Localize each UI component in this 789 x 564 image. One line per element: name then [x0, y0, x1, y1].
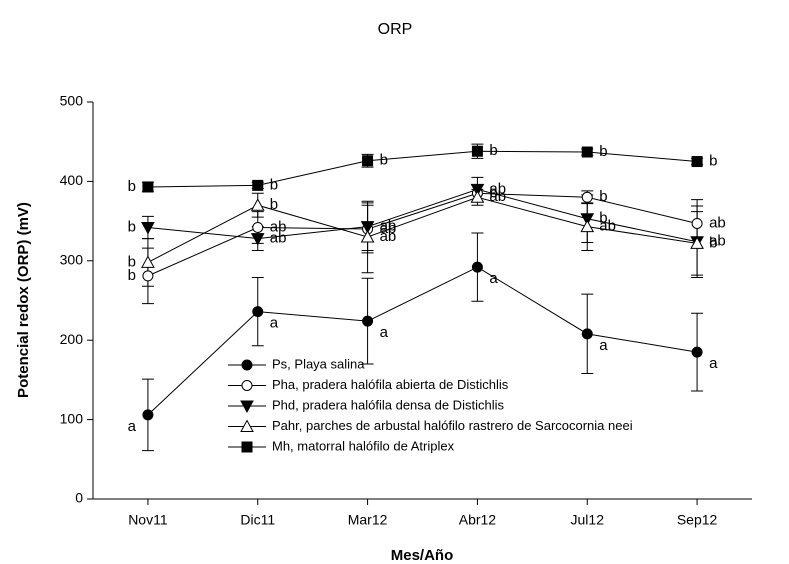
significance-letter: b [599, 188, 607, 205]
data-point [252, 221, 264, 233]
significance-letter: ab [270, 218, 287, 235]
chart-title: ORP [378, 21, 413, 38]
significance-letter: b [709, 234, 717, 251]
data-point [470, 190, 485, 203]
legend-label: Ps, Playa salina [272, 356, 365, 371]
y-tick-label: 300 [60, 252, 84, 268]
x-tick-label: Abr12 [459, 512, 497, 528]
significance-letter: b [128, 267, 136, 284]
x-tick-label: Mar12 [348, 512, 388, 528]
significance-letter: b [489, 184, 497, 201]
series-line [147, 266, 698, 416]
data-point [581, 328, 593, 340]
legend-marker [240, 400, 254, 414]
legend-marker [240, 419, 254, 432]
significance-letter: a [380, 324, 389, 341]
x-tick-label: Dic11 [240, 512, 275, 528]
data-point [690, 236, 704, 249]
legend-marker [241, 441, 253, 453]
data-point [362, 155, 374, 167]
data-point [691, 156, 703, 168]
significance-letter: b [128, 218, 136, 235]
y-tick-label: 0 [75, 490, 83, 506]
significance-letter: b [599, 143, 607, 160]
data-point [141, 221, 155, 235]
significance-letter: a [128, 418, 137, 435]
data-point [691, 217, 703, 229]
data-point [691, 346, 703, 358]
data-point [581, 146, 593, 158]
significance-letter: b [128, 178, 136, 195]
significance-letter: ab [489, 188, 506, 205]
y-tick-label: 400 [60, 172, 84, 188]
data-point [360, 229, 375, 243]
x-axis-label: Mes/Año [391, 547, 454, 564]
data-point [471, 145, 483, 157]
legend-label: Phd, pradera halófila densa de Distichli… [272, 397, 504, 412]
significance-letter: a [489, 270, 498, 287]
y-tick-label: 100 [60, 410, 84, 426]
series-line [147, 196, 698, 263]
significance-letter: a [709, 355, 718, 372]
significance-letter: b [599, 210, 607, 227]
legend-label: Pha, pradera halófila abierta de Distich… [272, 377, 509, 392]
x-tick-label: Sep12 [677, 512, 718, 528]
legend-label: Pahr, parches de arbustal halófilo rastr… [272, 418, 633, 433]
significance-letter: b [128, 253, 136, 270]
y-tick-label: 200 [60, 331, 84, 347]
data-point [250, 233, 265, 246]
data-point [250, 198, 265, 211]
data-point [142, 409, 154, 421]
data-point [470, 183, 485, 197]
significance-letter: b [270, 196, 278, 213]
significance-letter: b [709, 153, 717, 170]
significance-letter: ab [270, 230, 287, 247]
legend-marker [241, 359, 253, 371]
data-point [141, 255, 155, 268]
series-line [147, 192, 698, 277]
significance-letter: b [270, 176, 278, 193]
data-point [252, 306, 264, 318]
data-point [362, 315, 374, 327]
significance-letter: b [380, 152, 388, 169]
x-tick-label: Jul12 [571, 512, 605, 528]
series-line [147, 150, 698, 188]
significance-letter: ab [599, 218, 616, 235]
series-line [147, 188, 698, 243]
legend-label: Mh, matorral halófilo de Atriplex [272, 438, 455, 453]
significance-letter: b [489, 142, 497, 159]
data-point [580, 213, 595, 226]
data-point [142, 270, 154, 282]
y-axis-label: Potencial redox (ORP) (mV) [15, 202, 32, 398]
significance-letter: ab [489, 180, 506, 197]
significance-letter: ab [709, 214, 726, 231]
data-point [581, 191, 593, 203]
data-point [252, 179, 264, 191]
significance-letter: ab [709, 233, 726, 250]
x-tick-label: Nov11 [128, 512, 168, 528]
significance-letter: ab [380, 228, 397, 245]
significance-letter: a [270, 315, 279, 332]
data-point [360, 221, 375, 234]
significance-letter: ab [380, 218, 397, 235]
y-tick-label: 500 [60, 93, 84, 109]
significance-letter: a [599, 337, 608, 354]
data-point [580, 219, 595, 233]
data-point [471, 261, 483, 273]
significance-letter: ab [380, 220, 397, 237]
data-point [142, 181, 154, 193]
legend-marker [241, 380, 253, 391]
